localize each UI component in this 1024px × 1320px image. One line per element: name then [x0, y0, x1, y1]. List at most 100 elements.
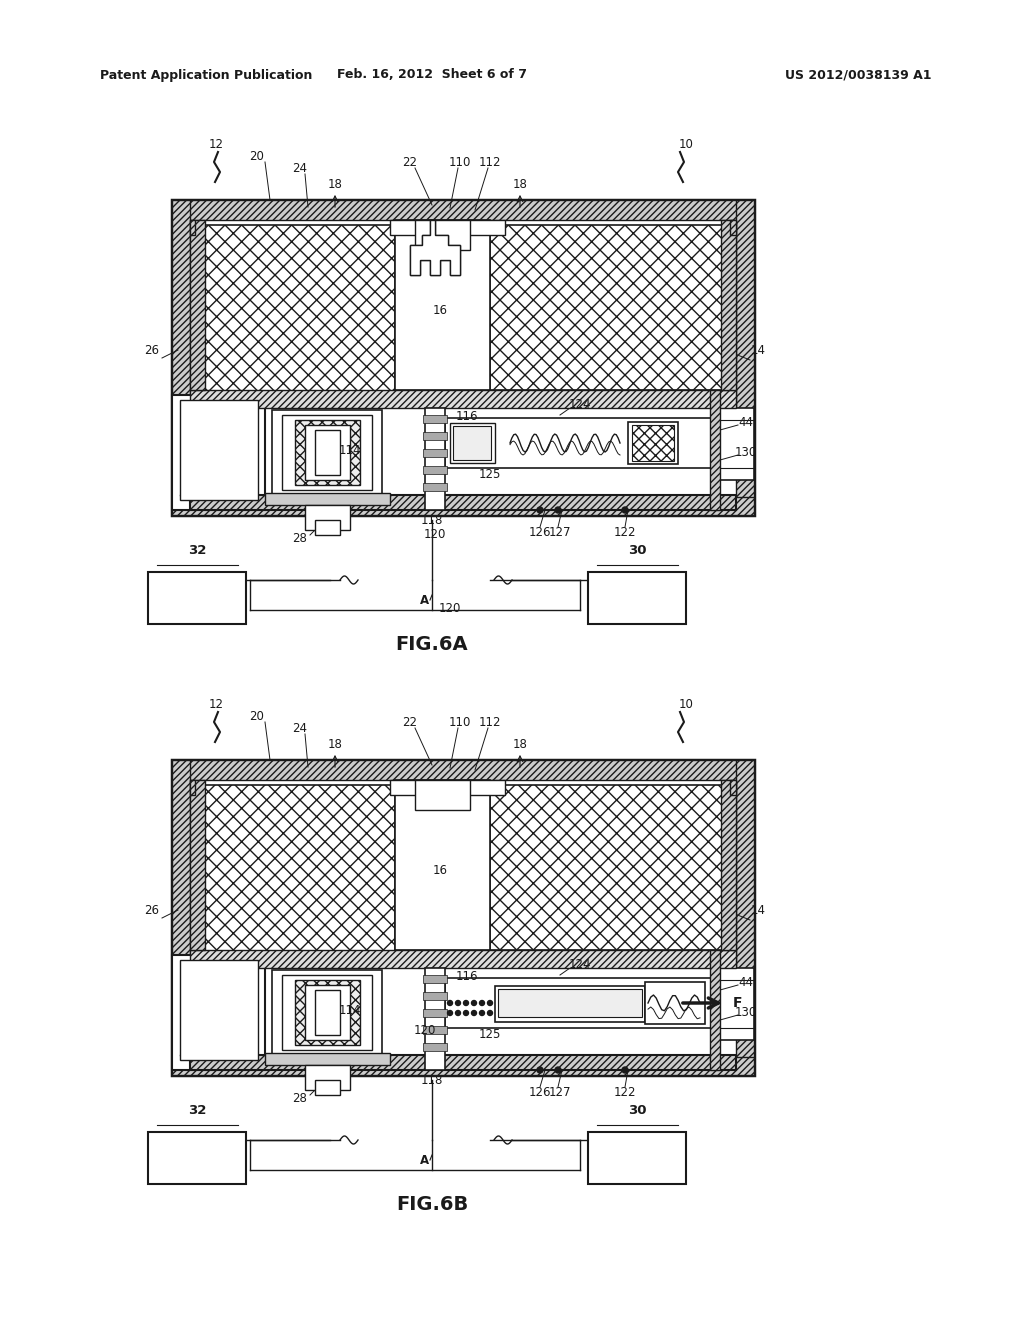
Bar [720, 968, 754, 1040]
Text: 130: 130 [735, 1006, 757, 1019]
Bar [423, 993, 447, 1001]
Circle shape [456, 1011, 461, 1015]
Circle shape [487, 1001, 493, 1006]
Text: 114: 114 [339, 444, 361, 457]
Bar [423, 1008, 447, 1016]
Bar [423, 1026, 447, 1034]
Bar [490, 785, 730, 950]
Bar [315, 430, 340, 475]
Polygon shape [410, 220, 460, 275]
Bar [282, 975, 372, 1049]
Text: 20: 20 [250, 710, 264, 723]
Bar [395, 780, 490, 950]
Text: 116: 116 [456, 970, 478, 983]
Bar [628, 422, 678, 465]
Circle shape [447, 1011, 453, 1015]
Bar [498, 989, 642, 1016]
Text: 24: 24 [293, 722, 307, 735]
Bar [423, 449, 447, 457]
Bar [390, 220, 505, 235]
Bar [721, 780, 736, 950]
Text: F: F [733, 997, 742, 1010]
Bar [736, 201, 754, 515]
Text: 116: 116 [456, 411, 478, 424]
Text: 18: 18 [513, 178, 527, 191]
Circle shape [471, 1011, 476, 1015]
Text: US 2012/0038139 A1: US 2012/0038139 A1 [785, 69, 932, 82]
Bar [190, 220, 205, 389]
Text: 130: 130 [735, 446, 757, 458]
Bar [172, 1057, 754, 1074]
Bar [423, 483, 447, 491]
Text: 14: 14 [751, 903, 766, 916]
Circle shape [479, 1001, 484, 1006]
Text: 10: 10 [679, 139, 693, 152]
Bar [445, 418, 720, 469]
Circle shape [487, 1011, 493, 1015]
Bar [450, 422, 495, 463]
Text: 18: 18 [328, 738, 342, 751]
Bar [315, 990, 340, 1035]
Bar [195, 224, 395, 395]
Text: 16: 16 [432, 863, 447, 876]
Text: 112: 112 [479, 157, 502, 169]
Text: 125: 125 [479, 1028, 501, 1041]
Bar [180, 400, 258, 500]
Bar [148, 1133, 246, 1184]
Text: Feb. 16, 2012  Sheet 6 of 7: Feb. 16, 2012 Sheet 6 of 7 [337, 69, 527, 82]
Bar [315, 520, 340, 535]
Text: 16: 16 [432, 304, 447, 317]
Bar [423, 432, 447, 440]
Bar [272, 970, 382, 1055]
Bar [588, 572, 686, 624]
Bar [390, 780, 505, 795]
Circle shape [447, 1001, 453, 1006]
Bar [645, 982, 705, 1024]
Circle shape [622, 507, 628, 513]
Circle shape [471, 1001, 476, 1006]
Text: 18: 18 [513, 738, 527, 751]
Bar [265, 1053, 390, 1065]
Polygon shape [410, 220, 460, 275]
Text: 30: 30 [628, 544, 646, 557]
Bar [282, 414, 372, 490]
Bar [736, 760, 754, 1074]
Bar [190, 1055, 736, 1071]
Bar [710, 950, 720, 1071]
Text: Patent Application Publication: Patent Application Publication [100, 69, 312, 82]
Bar [423, 414, 447, 422]
Text: 120: 120 [424, 528, 446, 541]
Bar [172, 760, 754, 1074]
Text: 32: 32 [187, 544, 206, 557]
Text: 122: 122 [613, 527, 636, 540]
Text: 110: 110 [449, 157, 471, 169]
Text: 26: 26 [144, 903, 160, 916]
Bar [730, 780, 736, 795]
Text: 124: 124 [568, 399, 591, 412]
Bar [190, 220, 195, 235]
Text: 10: 10 [679, 698, 693, 711]
Circle shape [555, 1067, 561, 1073]
Text: 22: 22 [402, 717, 418, 730]
Bar [315, 1080, 340, 1096]
Text: 28: 28 [293, 532, 307, 544]
Bar [305, 425, 350, 480]
Bar [190, 950, 736, 968]
Text: FIG.6B: FIG.6B [396, 1196, 468, 1214]
Text: 125: 125 [479, 469, 501, 482]
Text: FIG.6A: FIG.6A [395, 635, 468, 655]
Bar [423, 1043, 447, 1051]
Bar [172, 760, 754, 780]
Bar [423, 466, 447, 474]
Bar [415, 220, 470, 249]
Bar [172, 201, 754, 220]
Bar [272, 411, 382, 495]
Bar [425, 408, 445, 510]
Bar [305, 985, 350, 1040]
Bar [425, 968, 445, 1071]
Bar [190, 780, 205, 950]
Bar [148, 572, 246, 624]
Bar [295, 979, 360, 1045]
Text: 24: 24 [293, 162, 307, 176]
Bar [265, 492, 390, 506]
